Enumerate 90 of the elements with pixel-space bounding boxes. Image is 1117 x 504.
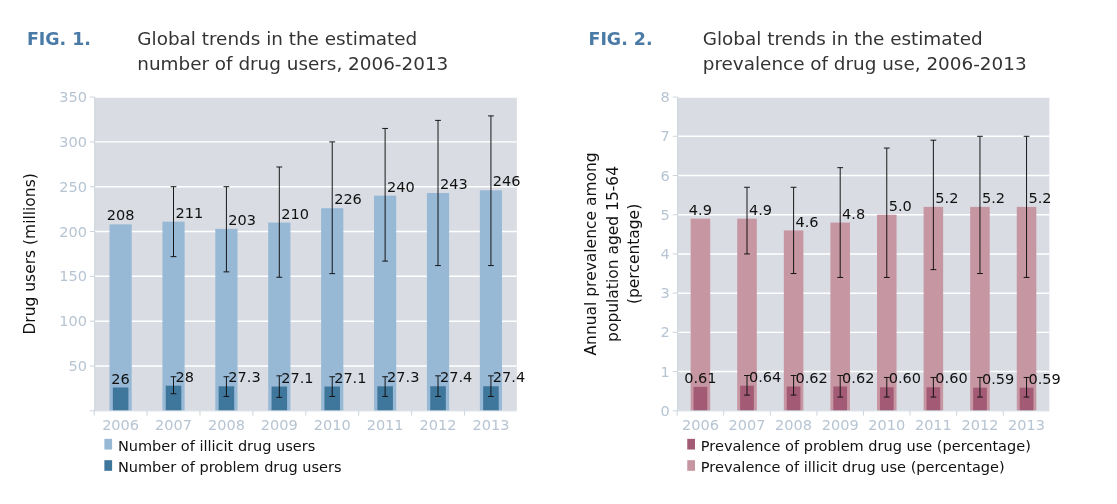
y-tick-label: 350: [59, 89, 87, 106]
y-axis-title: Annual prevalence among population aged 15-64 (percentage): [582, 152, 643, 356]
bar: [218, 386, 235, 411]
data-label: 246: [492, 173, 521, 190]
data-label: 5.2: [935, 190, 959, 207]
bar: [693, 386, 708, 411]
data-label: 208: [106, 207, 135, 224]
bar: [879, 387, 894, 411]
y-tick-label: 200: [59, 223, 87, 240]
bar: [833, 386, 848, 411]
data-label: 203: [228, 211, 257, 228]
bar: [430, 386, 446, 411]
data-label: 27.4: [492, 369, 526, 386]
data-label: 27.1: [334, 369, 367, 386]
y-axis-title: Drug users (millions): [20, 173, 39, 335]
data-label: 5.2: [1028, 190, 1052, 207]
bar: [109, 224, 132, 411]
y-tick-label: 8: [660, 89, 670, 106]
legend-label: Number of illicit drug users: [117, 437, 316, 454]
y-tick-label: 3: [660, 285, 670, 302]
chart-title: FIG. 2.: [588, 28, 653, 49]
x-tick-label: 2011: [366, 417, 404, 434]
data-label: 0.62: [795, 369, 828, 386]
data-label: 243: [439, 176, 468, 193]
data-label: 0.60: [888, 370, 922, 387]
x-tick-label: 2008: [775, 417, 813, 434]
data-label: 28: [175, 368, 194, 385]
y-tick-label: 5: [660, 206, 670, 223]
bar: [377, 386, 393, 411]
bar: [165, 385, 182, 411]
bar: [271, 386, 288, 411]
bar: [973, 387, 987, 411]
bar: [740, 385, 754, 411]
chart-subtitle: Global trends in the estimated prevalence of drug use, 2006-2013: [702, 27, 1027, 74]
bar: [483, 386, 499, 411]
x-tick-label: 2006: [102, 417, 140, 434]
data-label: 4.9: [688, 201, 712, 218]
chart-title: FIG. 1.: [26, 28, 91, 49]
y-tick-label: 7: [660, 128, 670, 145]
y-tick-label: 300: [59, 133, 87, 150]
data-label: 0.64: [748, 368, 782, 385]
data-label: 27.3: [228, 369, 261, 386]
legend-label: Prevalence of problem drug use (percentage): [700, 437, 1031, 454]
y-tick-label: 150: [59, 268, 87, 285]
x-tick-label: 2010: [313, 417, 351, 434]
bar: [112, 387, 129, 411]
bar: [786, 386, 801, 411]
data-label: 4.6: [795, 213, 819, 230]
data-label: 0.62: [842, 369, 875, 386]
y-tick-label: 50: [68, 358, 87, 375]
data-label: 0.59: [981, 370, 1015, 387]
data-label: 210: [281, 205, 309, 222]
y-tick-label: 4: [660, 246, 670, 263]
data-label: 211: [175, 204, 204, 221]
y-tick-label: 1: [660, 363, 670, 380]
bar: [926, 387, 941, 411]
data-label: 5.0: [888, 197, 912, 214]
chart-subtitle: Global trends in the estimated number of drug users, 2006-2013: [137, 27, 449, 74]
x-tick-label: 2006: [681, 417, 719, 434]
x-tick-label: 2009: [821, 417, 859, 434]
y-tick-label: 250: [59, 178, 87, 195]
data-label: 5.2: [981, 190, 1005, 207]
y-tick-label: 0: [660, 402, 670, 419]
data-label: 240: [387, 178, 415, 195]
x-tick-label: 2008: [207, 417, 245, 434]
x-tick-label: 2010: [868, 417, 906, 434]
data-label: 0.60: [935, 370, 968, 387]
data-label: 0.61: [684, 370, 717, 386]
x-tick-label: 2007: [155, 417, 192, 434]
y-tick-label: 6: [660, 167, 670, 184]
x-tick-label: 2012: [419, 417, 457, 434]
legend-label: Prevalence of illicit drug use (percentage): [700, 459, 1005, 476]
data-label: 27.4: [439, 369, 473, 386]
data-label: 0.59: [1028, 370, 1061, 387]
bar: [324, 386, 340, 411]
x-tick-label: 2013: [472, 417, 510, 434]
y-tick-label: 2: [660, 324, 670, 341]
x-tick-label: 2011: [914, 417, 952, 434]
data-label: 226: [334, 191, 362, 208]
x-tick-label: 2013: [1008, 417, 1046, 434]
data-label: 4.8: [842, 205, 866, 222]
y-tick-label: 100: [59, 313, 87, 330]
x-tick-label: 2012: [961, 417, 999, 434]
x-tick-label: 2009: [260, 417, 298, 434]
x-tick-label: 2007: [728, 417, 766, 434]
data-label: 26: [111, 370, 130, 387]
data-label: 27.3: [387, 369, 420, 386]
legend-label: Number of problem drug users: [117, 459, 342, 476]
data-label: 27.1: [281, 369, 314, 386]
data-label: 4.9: [748, 201, 773, 218]
